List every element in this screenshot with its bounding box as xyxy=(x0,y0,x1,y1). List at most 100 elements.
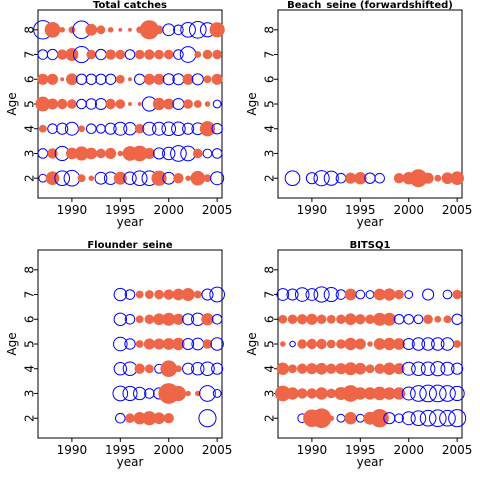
negative-residual-bubble xyxy=(37,148,49,159)
y-tick-label: 2 xyxy=(263,414,277,422)
positive-residual-bubble xyxy=(297,339,308,349)
y-tick-label: 6 xyxy=(263,315,277,323)
negative-residual-bubble xyxy=(355,289,366,300)
negative-residual-bubble xyxy=(209,286,225,303)
negative-residual-bubble xyxy=(132,386,147,401)
positive-residual-bubble xyxy=(201,313,214,326)
negative-residual-bubble xyxy=(211,148,223,159)
positive-residual-bubble xyxy=(128,77,132,82)
positive-residual-bubble xyxy=(190,170,206,186)
negative-residual-bubble xyxy=(47,123,58,135)
positive-residual-bubble xyxy=(392,387,406,400)
negative-residual-bubble xyxy=(124,289,136,300)
y-tick-label: 2 xyxy=(263,174,277,182)
negative-residual-bubble xyxy=(85,73,97,85)
positive-residual-bubble xyxy=(367,341,373,347)
positive-residual-bubble xyxy=(144,290,154,299)
positive-residual-bubble xyxy=(326,388,337,399)
positive-residual-bubble xyxy=(194,51,202,58)
positive-residual-bubble xyxy=(288,364,297,374)
positive-residual-bubble xyxy=(137,102,142,106)
positive-residual-bubble xyxy=(77,174,86,183)
panel-1: Total catches 1990 1995 2000 2005 2 3 4 5 6 7 8 year… xyxy=(5,0,232,229)
positive-residual-bubble xyxy=(306,313,318,325)
positive-residual-bubble xyxy=(60,77,65,82)
negative-residual-bubble xyxy=(96,123,106,134)
negative-residual-bubble xyxy=(162,146,176,161)
negative-residual-bubble xyxy=(401,411,416,426)
negative-residual-bubble xyxy=(124,49,136,60)
negative-residual-bubble xyxy=(211,362,224,375)
y-axis-label: Age xyxy=(5,92,19,115)
positive-residual-bubble xyxy=(153,73,165,85)
positive-residual-bubble xyxy=(286,387,299,400)
positive-residual-bubble xyxy=(192,148,203,159)
negative-residual-bubble xyxy=(124,338,136,350)
positive-residual-bubble xyxy=(46,73,59,85)
positive-residual-bubble xyxy=(143,147,155,160)
y-axis-label: Age xyxy=(245,332,259,355)
positive-residual-bubble xyxy=(354,387,367,400)
y-tick-label: 6 xyxy=(23,315,37,323)
negative-residual-bubble xyxy=(431,337,445,351)
positive-residual-bubble xyxy=(134,363,145,374)
positive-residual-bubble xyxy=(441,172,454,185)
positive-residual-bubble xyxy=(311,408,332,429)
positive-residual-bubble xyxy=(66,73,78,86)
negative-residual-bubble xyxy=(104,73,117,85)
positive-residual-bubble xyxy=(74,146,89,161)
positive-residual-bubble xyxy=(96,25,106,35)
negative-residual-bubble xyxy=(451,313,463,325)
positive-residual-bubble xyxy=(115,99,126,109)
positive-residual-bubble xyxy=(434,315,442,323)
negative-residual-bubble xyxy=(200,361,215,377)
positive-residual-bubble xyxy=(162,312,176,326)
negative-residual-bubble xyxy=(440,361,455,376)
positive-residual-bubble xyxy=(383,362,396,375)
negative-residual-bubble xyxy=(191,362,205,376)
positive-residual-bubble xyxy=(344,362,358,376)
positive-residual-bubble xyxy=(68,26,76,34)
negative-residual-bubble xyxy=(305,172,318,185)
positive-residual-bubble xyxy=(373,312,387,326)
negative-residual-bubble xyxy=(95,73,107,85)
positive-residual-bubble xyxy=(117,150,124,157)
positive-residual-bubble xyxy=(163,49,174,60)
negative-residual-bubble xyxy=(46,48,59,61)
negative-residual-bubble xyxy=(313,286,330,303)
negative-residual-bubble xyxy=(374,172,385,184)
positive-residual-bubble xyxy=(105,49,116,60)
negative-residual-bubble xyxy=(422,288,435,301)
positive-residual-bubble xyxy=(335,363,347,375)
positive-residual-bubble xyxy=(393,173,405,184)
positive-residual-bubble xyxy=(125,413,135,424)
positive-residual-bubble xyxy=(328,415,335,421)
positive-residual-bubble xyxy=(170,385,187,402)
positive-residual-bubble xyxy=(85,23,98,36)
positive-residual-bubble xyxy=(66,147,78,160)
negative-residual-bubble xyxy=(336,413,346,423)
x-tick-label: 2000 xyxy=(393,443,424,457)
x-tick-label: 1995 xyxy=(345,443,376,457)
negative-residual-bubble xyxy=(449,385,465,402)
x-tick-label: 2000 xyxy=(153,443,184,457)
positive-residual-bubble xyxy=(443,315,452,324)
negative-residual-bubble xyxy=(410,410,427,427)
positive-residual-bubble xyxy=(88,175,95,181)
positive-residual-bubble xyxy=(365,314,375,325)
positive-residual-bubble xyxy=(135,315,144,324)
negative-residual-bubble xyxy=(85,98,97,110)
negative-residual-bubble xyxy=(394,413,404,424)
positive-residual-bubble xyxy=(154,25,164,35)
positive-residual-bubble xyxy=(344,288,357,301)
panel-3: Flounder_seine 1990 1995 2000 2005 2 3 4 5 6 7 8 yea… xyxy=(5,240,232,469)
positive-residual-bubble xyxy=(203,75,212,84)
negative-residual-bubble xyxy=(428,409,447,428)
positive-residual-bubble xyxy=(172,288,185,301)
positive-residual-bubble xyxy=(133,412,146,425)
negative-residual-bubble xyxy=(113,121,128,136)
positive-residual-bubble xyxy=(172,337,185,351)
y-tick-label: 3 xyxy=(263,150,277,158)
negative-residual-bubble xyxy=(75,73,88,85)
positive-residual-bubble xyxy=(382,312,396,326)
